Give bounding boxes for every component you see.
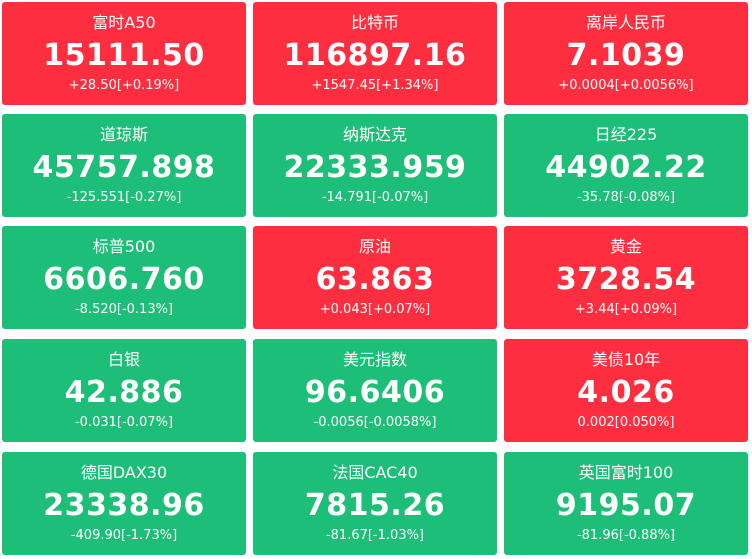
quote-tile-sp500[interactable]: 标普500 6606.760 -8.520[-0.13%] — [2, 226, 246, 329]
quote-price: 42.886 — [64, 375, 184, 410]
quote-change: +0.043[+0.07%] — [319, 302, 431, 317]
quote-price: 15111.50 — [43, 38, 205, 73]
quote-change: +28.50[+0.19%] — [68, 78, 180, 93]
quote-price: 6606.760 — [43, 262, 205, 297]
quote-tile-us10y[interactable]: 美债10年 4.026 0.002[0.050%] — [504, 339, 748, 442]
quote-name: 富时A50 — [92, 13, 156, 32]
quote-name: 道琼斯 — [99, 125, 148, 144]
quote-name: 法国CAC40 — [332, 463, 418, 482]
quote-name: 原油 — [358, 237, 391, 256]
quote-tile-gold[interactable]: 黄金 3728.54 +3.44[+0.09%] — [504, 226, 748, 329]
quote-tile-dollar-index[interactable]: 美元指数 96.6406 -0.0056[-0.0058%] — [253, 339, 497, 442]
quote-tile-a50[interactable]: 富时A50 15111.50 +28.50[+0.19%] — [2, 2, 246, 105]
quote-name: 德国DAX30 — [80, 463, 168, 482]
quote-price: 116897.16 — [283, 38, 467, 73]
quote-change: +0.0004[+0.0056%] — [558, 78, 694, 93]
quote-tile-nasdaq[interactable]: 纳斯达克 22333.959 -14.791[-0.07%] — [253, 114, 497, 217]
quote-name: 纳斯达克 — [342, 125, 407, 144]
quote-price: 44902.22 — [545, 150, 707, 185]
quote-change: -35.78[-0.08%] — [576, 190, 676, 205]
quote-price: 23338.96 — [43, 488, 205, 523]
quote-tile-dax30[interactable]: 德国DAX30 23338.96 -409.90[-1.73%] — [2, 452, 246, 555]
quote-name: 日经225 — [594, 125, 658, 144]
quote-name: 英国富时100 — [578, 463, 674, 482]
quote-name: 黄金 — [609, 237, 642, 256]
quote-price: 22333.959 — [283, 150, 467, 185]
quote-name: 离岸人民币 — [585, 13, 666, 32]
quote-change: 0.002[0.050%] — [577, 415, 675, 430]
quote-name: 白银 — [107, 350, 140, 369]
quote-price: 9195.07 — [555, 488, 697, 523]
quote-tile-cnh[interactable]: 离岸人民币 7.1039 +0.0004[+0.0056%] — [504, 2, 748, 105]
quote-change: -8.520[-0.13%] — [74, 302, 174, 317]
quote-price: 96.6406 — [304, 375, 446, 410]
quote-change: -81.96[-0.88%] — [576, 528, 676, 543]
quote-name: 比特币 — [350, 13, 399, 32]
quote-price: 4.026 — [577, 375, 675, 410]
quote-change: -0.0056[-0.0058%] — [313, 415, 437, 430]
quote-name: 标普500 — [92, 237, 156, 256]
quote-tile-nikkei[interactable]: 日经225 44902.22 -35.78[-0.08%] — [504, 114, 748, 217]
quote-price: 7.1039 — [566, 38, 686, 73]
quote-price: 7815.26 — [304, 488, 446, 523]
quote-tile-ftse100[interactable]: 英国富时100 9195.07 -81.96[-0.88%] — [504, 452, 748, 555]
quote-name: 美债10年 — [591, 350, 661, 369]
quote-tile-cac40[interactable]: 法国CAC40 7815.26 -81.67[-1.03%] — [253, 452, 497, 555]
quote-tile-bitcoin[interactable]: 比特币 116897.16 +1547.45[+1.34%] — [253, 2, 497, 105]
quote-price: 63.863 — [315, 262, 435, 297]
quote-change: -81.67[-1.03%] — [325, 528, 425, 543]
quote-change: +3.44[+0.09%] — [574, 302, 678, 317]
quote-name: 美元指数 — [342, 350, 407, 369]
quote-change: -125.551[-0.27%] — [66, 190, 182, 205]
quote-change: -14.791[-0.07%] — [321, 190, 429, 205]
quote-tile-silver[interactable]: 白银 42.886 -0.031[-0.07%] — [2, 339, 246, 442]
quote-tile-crude-oil[interactable]: 原油 63.863 +0.043[+0.07%] — [253, 226, 497, 329]
quote-price: 45757.898 — [32, 150, 216, 185]
quote-change: -409.90[-1.73%] — [70, 528, 178, 543]
quote-change: +1547.45[+1.34%] — [311, 78, 439, 93]
quote-tile-dow-jones[interactable]: 道琼斯 45757.898 -125.551[-0.27%] — [2, 114, 246, 217]
quote-price: 3728.54 — [555, 262, 697, 297]
quote-change: -0.031[-0.07%] — [74, 415, 174, 430]
